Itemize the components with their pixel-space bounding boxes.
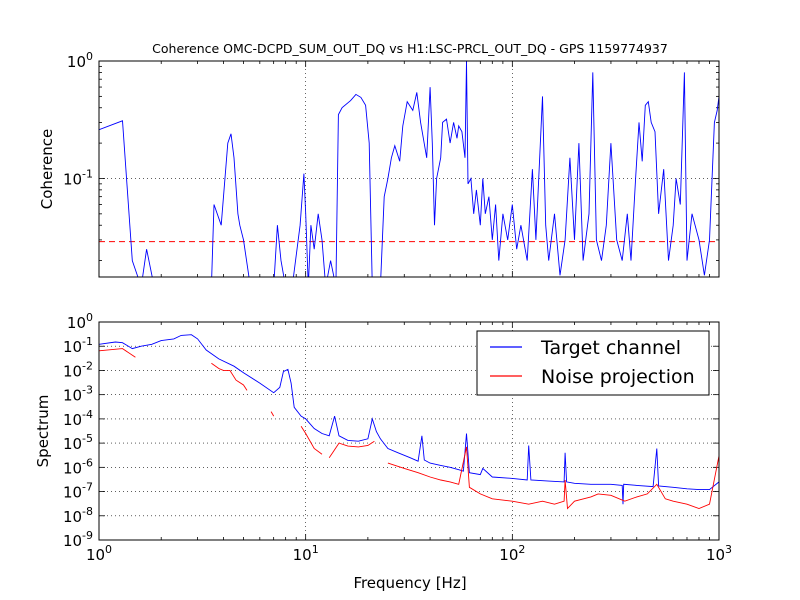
y-tick-label-exponent: -5	[82, 432, 93, 445]
y-tick-label: 10-7	[63, 481, 93, 502]
y-tick-label-base: 10	[67, 314, 86, 332]
y-tick-label-base: 10	[63, 508, 82, 526]
x-tick-label: 100	[86, 543, 112, 564]
spectrum-ylabel: Spectrum	[34, 395, 52, 468]
y-tick-label: 10-2	[63, 359, 93, 380]
legend-label-noise-projection: Noise projection	[541, 366, 695, 388]
y-tick-label-base: 10	[63, 387, 82, 405]
coherence-ylabel: Coherence	[38, 129, 56, 209]
series-line-target-channel	[99, 334, 719, 505]
y-tick-label: 10-5	[63, 432, 93, 453]
y-tick-label: 10-8	[63, 505, 93, 526]
y-tick-label-exponent: -2	[82, 359, 93, 372]
legend: Target channel Noise projection	[476, 330, 710, 396]
y-tick-label-base: 10	[63, 170, 82, 188]
x-tick-label: 102	[499, 543, 525, 564]
y-tick-label: 10-9	[63, 529, 93, 550]
x-tick-label-base: 10	[499, 546, 518, 564]
y-tick-label-exponent: -8	[82, 505, 93, 518]
x-tick-label-exponent: 3	[725, 543, 732, 556]
x-tick-label-base: 10	[293, 546, 312, 564]
y-tick-label: 10-1	[63, 167, 93, 188]
y-tick-label-exponent: -7	[82, 481, 93, 494]
series-line-noise-projection	[99, 348, 719, 510]
x-tick-label-base: 10	[86, 546, 105, 564]
y-tick-label-base: 10	[63, 459, 82, 477]
legend-label-target-channel: Target channel	[540, 337, 681, 359]
y-tick-label-exponent: -6	[82, 456, 93, 469]
coherence-title: Coherence OMC-DCPD_SUM_OUT_DQ vs H1:LSC-…	[152, 41, 668, 56]
y-tick-label-base: 10	[63, 532, 82, 550]
y-tick-label-base: 10	[63, 338, 82, 356]
axes-frame	[98, 60, 720, 278]
y-tick-label: 10-6	[63, 456, 93, 477]
y-tick-label-exponent: -3	[82, 384, 93, 397]
series-line-series-0	[99, 61, 719, 277]
y-tick-label-base: 10	[67, 53, 86, 71]
x-tick-label-exponent: 1	[312, 543, 319, 556]
y-tick-label-exponent: -1	[82, 335, 93, 348]
y-tick-label: 100	[67, 50, 93, 71]
y-tick-label-base: 10	[63, 484, 82, 502]
y-tick-label-exponent: -9	[82, 529, 93, 542]
x-tick-label-base: 10	[706, 546, 725, 564]
y-tick-label: 10-4	[63, 408, 93, 429]
y-tick-label: 100	[67, 311, 93, 332]
x-tick-label: 103	[706, 543, 732, 564]
legend-box	[476, 330, 710, 396]
y-tick-label-base: 10	[63, 362, 82, 380]
x-tick-label: 101	[293, 543, 319, 564]
y-tick-label-exponent: -4	[82, 408, 93, 421]
y-tick-label: 10-1	[63, 335, 93, 356]
x-tick-label-exponent: 2	[518, 543, 525, 556]
axes-frame	[98, 321, 720, 541]
y-tick-label-exponent: 0	[86, 50, 93, 63]
y-tick-label-exponent: 0	[86, 311, 93, 324]
y-tick-label-base: 10	[63, 435, 82, 453]
y-tick-label-base: 10	[63, 411, 82, 429]
x-tick-label-exponent: 0	[105, 543, 112, 556]
y-tick-label-exponent: -1	[82, 167, 93, 180]
spectrum-xlabel: Frequency [Hz]	[353, 574, 466, 592]
y-tick-label: 10-3	[63, 384, 93, 405]
